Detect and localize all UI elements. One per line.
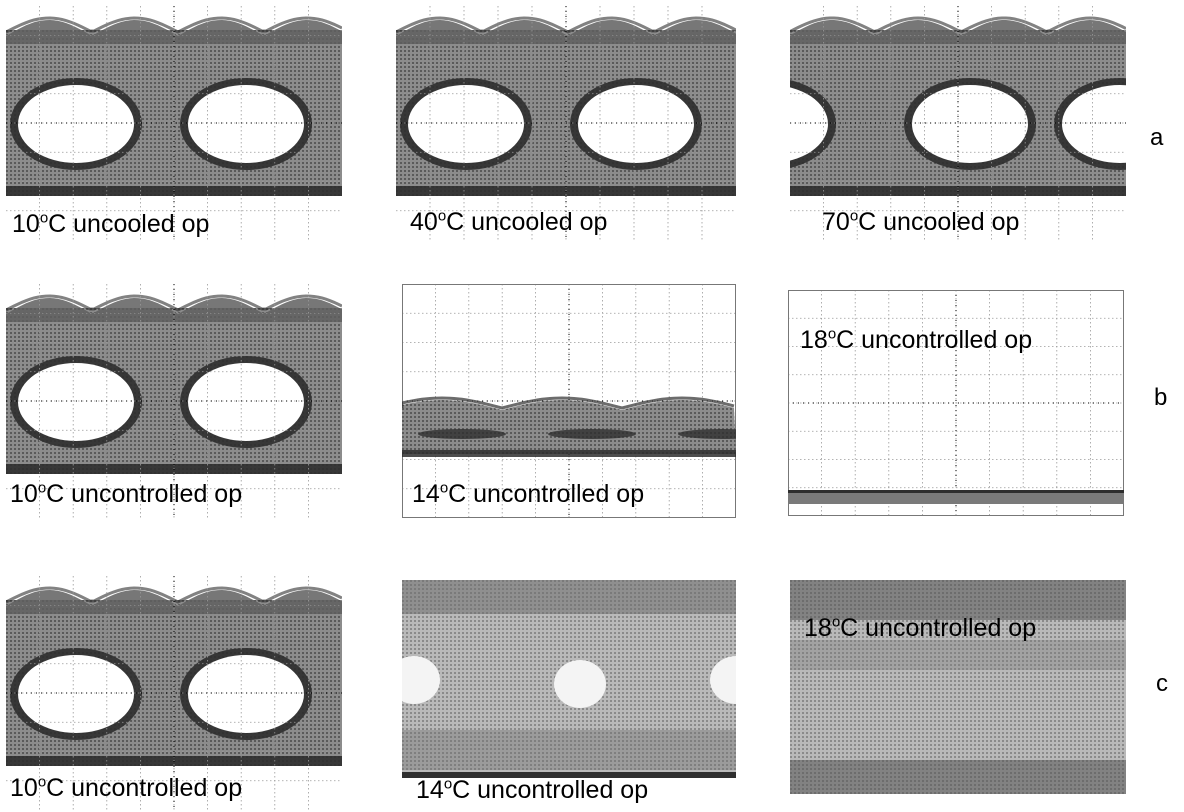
collapsed-eye-trace xyxy=(678,429,736,439)
residual-eye-dot xyxy=(402,656,440,704)
residual-eye-dot xyxy=(554,660,606,708)
eye-diagram-a3 xyxy=(790,6,1126,240)
noise-mid-band xyxy=(790,640,1126,670)
flat-trace xyxy=(788,490,1124,504)
noise-rail xyxy=(402,772,736,778)
noise-bottom-band xyxy=(790,760,1126,794)
residual-eye-dot xyxy=(710,656,736,704)
panel-b3: 18oC uncontrolled op xyxy=(788,290,1124,516)
noise-top-band xyxy=(402,580,736,614)
panel-c2: 14oC uncontrolled op xyxy=(402,580,736,810)
panel-b2: 14oC uncontrolled op xyxy=(402,284,736,518)
caption-c1: 10oC uncontrolled op xyxy=(10,773,243,802)
eye-diagram-a1 xyxy=(6,6,342,240)
caption-a2: 40oC uncooled op xyxy=(410,207,608,236)
eye-opening xyxy=(18,655,134,733)
eye-diagram-b2 xyxy=(402,284,736,518)
noise-top-band xyxy=(790,580,1126,620)
upper-crest xyxy=(396,20,736,44)
panel-c3: 18oC uncontrolled op xyxy=(790,580,1126,810)
frame xyxy=(402,284,736,518)
row-label-c: c xyxy=(1156,670,1168,697)
panel-c1: 10oC uncontrolled op xyxy=(6,576,342,810)
collapsed-eye-trace xyxy=(418,429,506,439)
upper-crest xyxy=(790,20,1126,44)
caption-b3: 18oC uncontrolled op xyxy=(800,325,1033,354)
caption-c3: 18oC uncontrolled op xyxy=(804,613,1037,642)
eye-diagram-c2 xyxy=(402,580,736,778)
row-label-b: b xyxy=(1154,384,1168,411)
upper-crest xyxy=(6,298,342,322)
panel-a2: 40oC uncooled op xyxy=(396,6,736,240)
eye-opening xyxy=(188,655,304,733)
collapsed-band xyxy=(402,400,736,454)
eye-opening xyxy=(188,85,304,163)
eye-diagram-c1 xyxy=(6,576,342,810)
eye-opening xyxy=(1062,85,1126,163)
upper-crest xyxy=(6,20,342,44)
noise-lower-band xyxy=(402,730,736,770)
eye-opening xyxy=(188,363,304,441)
eye-diagram-b1 xyxy=(6,284,342,518)
eye-diagram-b3 xyxy=(788,290,1124,516)
eye-opening xyxy=(578,85,694,163)
collapsed-eye-trace xyxy=(548,429,636,439)
upper-crest-edge xyxy=(790,16,1126,34)
eye-opening xyxy=(912,85,1028,163)
row-label-a: a xyxy=(1150,124,1164,151)
eye-diagram-a2 xyxy=(396,6,736,240)
panel-b1: 10oC uncontrolled op xyxy=(6,284,342,518)
upper-crest xyxy=(6,590,342,614)
eye-opening xyxy=(790,87,828,161)
caption-b2: 14oC uncontrolled op xyxy=(412,479,645,508)
eye-opening xyxy=(18,85,134,163)
panel-a1: 10oC uncooled op xyxy=(6,6,342,240)
frame xyxy=(788,290,1124,516)
panel-a3: 70oC uncooled op xyxy=(790,6,1126,240)
caption-c2: 14oC uncontrolled op xyxy=(416,775,649,804)
flat-trace-edge xyxy=(788,490,1124,493)
caption-b1: 10oC uncontrolled op xyxy=(10,479,243,508)
eye-diagram-c3 xyxy=(790,580,1126,794)
collapsed-crest xyxy=(402,396,735,410)
caption-a3: 70oC uncooled op xyxy=(822,207,1020,236)
caption-a1: 10oC uncooled op xyxy=(12,209,210,238)
collapsed-rail xyxy=(402,450,736,457)
eye-opening xyxy=(408,85,524,163)
eye-opening xyxy=(18,363,134,441)
